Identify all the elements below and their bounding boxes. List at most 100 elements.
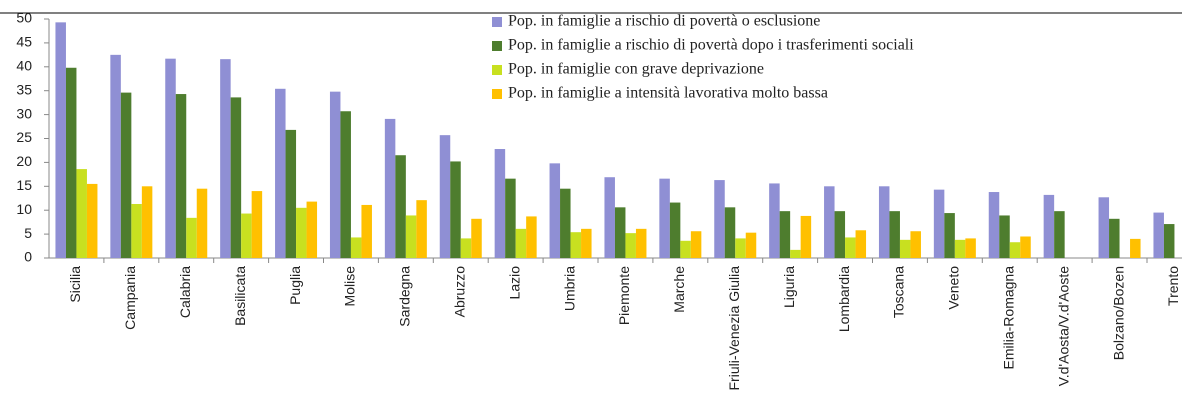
x-tick-label: Veneto bbox=[946, 266, 962, 310]
bar bbox=[635, 228, 647, 258]
x-tick-label: Umbria bbox=[561, 266, 577, 311]
bar bbox=[714, 180, 725, 258]
y-tick-label: 45 bbox=[16, 34, 32, 50]
bar bbox=[405, 215, 417, 258]
bar bbox=[824, 186, 835, 258]
bar bbox=[1009, 242, 1021, 258]
bar bbox=[384, 118, 396, 258]
x-tick-label: V.d'Aosta/V.d'Aoste bbox=[1055, 266, 1071, 387]
legend-swatch bbox=[492, 41, 502, 51]
bar bbox=[735, 238, 746, 258]
bar bbox=[55, 22, 66, 258]
bar bbox=[1130, 238, 1141, 258]
bar bbox=[570, 232, 582, 258]
bar bbox=[515, 228, 527, 258]
bar bbox=[790, 249, 801, 258]
y-tick-label: 30 bbox=[16, 105, 32, 121]
x-tick-label: Campania bbox=[122, 266, 138, 330]
x-tick-label: Calabria bbox=[177, 266, 193, 318]
bar bbox=[549, 163, 561, 258]
bar bbox=[745, 232, 757, 258]
bar bbox=[965, 238, 976, 258]
y-tick-label: 50 bbox=[16, 10, 32, 26]
x-tick-label: Bolzano/Bozen bbox=[1110, 266, 1126, 360]
bar bbox=[680, 240, 691, 258]
bar bbox=[834, 211, 846, 258]
bar bbox=[526, 216, 537, 258]
legend-swatch bbox=[492, 65, 502, 75]
x-tick-label: Molise bbox=[342, 266, 358, 307]
x-tick-label: Sicilia bbox=[67, 266, 83, 303]
bar bbox=[1043, 194, 1055, 258]
x-tick-label: Sardegna bbox=[397, 266, 413, 327]
x-tick-label: Friuli-Venezia Giulia bbox=[726, 266, 742, 391]
bar bbox=[800, 215, 812, 258]
bar bbox=[769, 183, 780, 258]
bar bbox=[581, 228, 592, 258]
bar bbox=[395, 155, 406, 258]
bar bbox=[855, 230, 867, 258]
bar bbox=[76, 169, 87, 258]
bar bbox=[220, 59, 231, 258]
bar bbox=[1163, 224, 1175, 258]
bar bbox=[230, 97, 242, 258]
bar bbox=[878, 186, 890, 258]
y-tick-label: 5 bbox=[24, 225, 32, 241]
legend-label: Pop. in famiglie con grave deprivazione bbox=[508, 61, 764, 78]
x-tick-label: Toscana bbox=[891, 266, 907, 318]
y-tick-label: 35 bbox=[16, 81, 32, 97]
y-tick-label: 25 bbox=[16, 129, 32, 145]
x-tick-label: Puglia bbox=[287, 266, 303, 305]
bar bbox=[560, 188, 571, 258]
bar bbox=[241, 213, 252, 258]
bar bbox=[944, 213, 955, 258]
bar bbox=[275, 88, 286, 259]
bar bbox=[165, 58, 176, 259]
y-tick-label: 10 bbox=[16, 201, 32, 217]
bar bbox=[340, 111, 351, 258]
legend-swatch bbox=[492, 89, 502, 99]
bar bbox=[110, 54, 121, 258]
bar bbox=[175, 94, 187, 259]
x-tick-label: Emilia-Romagna bbox=[1000, 266, 1016, 370]
bar bbox=[416, 200, 427, 258]
bar bbox=[899, 239, 911, 258]
x-tick-label: Basilicata bbox=[232, 266, 248, 326]
y-tick-label: 20 bbox=[16, 153, 32, 169]
bar bbox=[120, 92, 132, 258]
legend-label: Pop. in famiglie a intensità lavorativa … bbox=[508, 85, 828, 102]
x-tick-label: Lombardia bbox=[836, 266, 852, 332]
y-tick-label: 0 bbox=[24, 249, 32, 265]
bar bbox=[350, 237, 362, 258]
bar bbox=[845, 237, 856, 258]
bar bbox=[625, 233, 636, 258]
bar bbox=[669, 202, 681, 258]
x-tick-label: Piemonte bbox=[616, 266, 632, 325]
bar bbox=[1054, 211, 1065, 258]
y-tick-label: 40 bbox=[16, 58, 32, 74]
bar bbox=[1109, 218, 1120, 258]
bar bbox=[1153, 212, 1164, 258]
bar bbox=[494, 149, 506, 258]
bar bbox=[724, 207, 736, 258]
bar bbox=[296, 207, 307, 258]
bar bbox=[131, 203, 142, 258]
bar bbox=[999, 215, 1010, 258]
bar bbox=[285, 129, 297, 258]
bar bbox=[954, 239, 966, 258]
bar bbox=[614, 207, 626, 258]
bar bbox=[450, 161, 461, 258]
bar bbox=[659, 178, 670, 258]
bar bbox=[779, 211, 791, 258]
bar bbox=[196, 188, 208, 258]
bar bbox=[1020, 236, 1031, 258]
bar bbox=[439, 135, 451, 258]
y-tick-label: 15 bbox=[16, 177, 32, 193]
x-tick-label: Liguria bbox=[781, 266, 797, 308]
bar bbox=[306, 201, 318, 258]
bar bbox=[361, 204, 372, 258]
bar bbox=[460, 238, 472, 258]
bar bbox=[505, 178, 516, 258]
x-tick-label: Abruzzo bbox=[451, 266, 467, 318]
